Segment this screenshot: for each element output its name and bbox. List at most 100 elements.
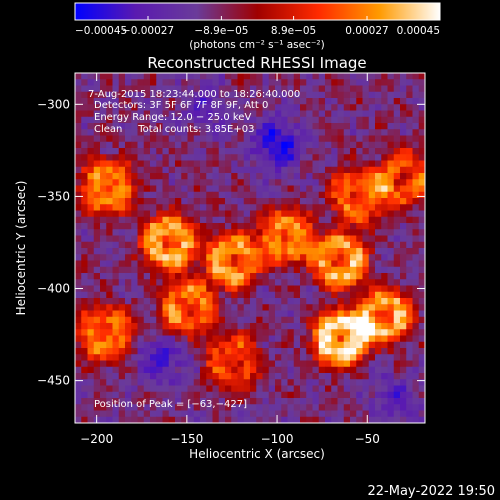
heatmap-cell <box>162 391 170 399</box>
heatmap-cell <box>212 185 220 193</box>
heatmap-cell <box>381 285 388 293</box>
heatmap-cell <box>137 360 145 368</box>
heatmap-cell <box>200 285 207 293</box>
heatmap-cell <box>118 248 126 255</box>
heatmap-cell <box>368 304 376 311</box>
heatmap-cell <box>356 123 363 130</box>
heatmap-cell <box>225 254 232 261</box>
heatmap-cell <box>406 391 413 399</box>
heatmap-cell <box>281 191 288 199</box>
heatmap-cell <box>350 273 357 280</box>
heatmap-cell <box>162 79 170 86</box>
heatmap-cell <box>362 348 370 355</box>
heatmap-cell <box>137 254 145 261</box>
heatmap-cell <box>393 416 401 424</box>
heatmap-cell <box>356 141 363 149</box>
heatmap-cell <box>175 91 182 99</box>
heatmap-cell <box>312 316 320 324</box>
heatmap-cell <box>362 360 370 368</box>
heatmap-cell <box>193 404 201 411</box>
heatmap-cell <box>225 73 232 80</box>
heatmap-cell <box>268 173 276 180</box>
heatmap-cell <box>156 310 163 318</box>
heatmap-cell <box>212 410 220 418</box>
heatmap-cell <box>300 360 307 368</box>
heatmap-cell <box>125 123 132 130</box>
heatmap-cell <box>75 398 82 405</box>
heatmap-cell <box>106 354 113 361</box>
heatmap-cell <box>231 123 238 130</box>
heatmap-cell <box>175 179 182 186</box>
heatmap-cell <box>181 198 188 205</box>
heatmap-cell <box>181 398 188 405</box>
heatmap-cell <box>118 279 126 286</box>
heatmap-cell <box>237 223 245 230</box>
heatmap-cell <box>312 204 320 211</box>
heatmap-cell <box>156 85 163 93</box>
heatmap-cell <box>75 416 82 424</box>
heatmap-cell <box>193 135 201 143</box>
heatmap-cell <box>262 166 270 174</box>
heatmap-cell <box>356 404 363 411</box>
heatmap-cell <box>362 98 370 105</box>
heatmap-cell <box>87 85 95 93</box>
heatmap-cell <box>287 229 295 236</box>
heatmap-cell <box>268 185 276 193</box>
heatmap-cell <box>125 341 132 349</box>
heatmap-cell <box>306 173 313 180</box>
heatmap-cell <box>387 148 395 155</box>
heatmap-cell <box>318 398 326 405</box>
heatmap-cell <box>393 229 401 236</box>
heatmap-cell <box>337 360 345 368</box>
heatmap-cell <box>125 366 132 374</box>
heatmap-cell <box>318 366 326 374</box>
heatmap-cell <box>143 285 151 293</box>
heatmap-cell <box>218 391 226 399</box>
heatmap-cell <box>337 404 345 411</box>
heatmap-cell <box>275 141 282 149</box>
heatmap-cell <box>200 260 207 268</box>
heatmap-cell <box>187 85 195 93</box>
heatmap-cell <box>418 279 426 286</box>
heatmap-cell <box>337 366 345 374</box>
heatmap-cell <box>175 354 182 361</box>
heatmap-cell <box>243 116 251 124</box>
heatmap-cell <box>118 391 126 399</box>
heatmap-cell <box>293 348 301 355</box>
heatmap-cell <box>412 223 420 230</box>
heatmap-cell <box>293 316 301 324</box>
heatmap-cell <box>356 266 363 274</box>
heatmap-cell <box>318 160 326 168</box>
heatmap-cell <box>150 404 157 411</box>
heatmap-cell <box>93 260 101 268</box>
heatmap-cell <box>212 329 220 336</box>
heatmap-cell <box>181 348 188 355</box>
heatmap-cell <box>150 160 157 168</box>
heatmap-cell <box>93 123 101 130</box>
heatmap-cell <box>393 360 401 368</box>
heatmap-cell <box>200 129 207 136</box>
heatmap-cell <box>375 298 382 305</box>
heatmap-cell <box>100 335 107 343</box>
heatmap-cell <box>375 91 382 99</box>
heatmap-cell <box>406 348 413 355</box>
heatmap-cell <box>306 73 313 80</box>
heatmap-cell <box>93 310 101 318</box>
heatmap-cell <box>325 129 332 136</box>
heatmap-cell <box>356 91 363 99</box>
heatmap-cell <box>143 273 151 280</box>
heatmap-cell <box>106 166 113 174</box>
heatmap-cell <box>381 304 388 311</box>
heatmap-cell <box>156 223 163 230</box>
heatmap-cell <box>81 254 88 261</box>
heatmap-cell <box>137 379 145 386</box>
heatmap-cell <box>300 179 307 186</box>
heatmap-cell <box>256 273 263 280</box>
heatmap-cell <box>331 223 338 230</box>
heatmap-cell <box>112 104 120 111</box>
heatmap-cell <box>275 179 282 186</box>
heatmap-cell <box>412 129 420 136</box>
heatmap-cell <box>293 416 301 424</box>
heatmap-cell <box>312 323 320 330</box>
heatmap-cell <box>331 298 338 305</box>
